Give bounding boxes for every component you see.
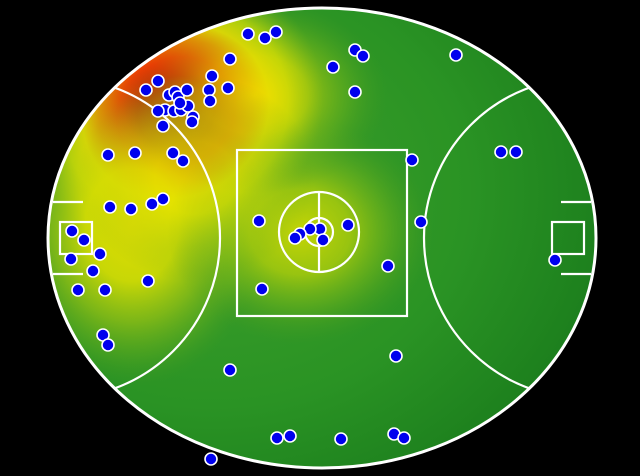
event-dot[interactable] (356, 49, 370, 63)
event-dot[interactable] (124, 202, 138, 216)
event-dot[interactable] (180, 83, 194, 97)
event-dot[interactable] (258, 31, 272, 45)
event-dot[interactable] (203, 94, 217, 108)
event-dot[interactable] (101, 148, 115, 162)
event-dot[interactable] (270, 431, 284, 445)
event-dot[interactable] (381, 259, 395, 273)
event-dot[interactable] (65, 224, 79, 238)
event-dot[interactable] (101, 338, 115, 352)
event-dot[interactable] (223, 52, 237, 66)
event-dot[interactable] (316, 233, 330, 247)
event-dot[interactable] (103, 200, 117, 214)
event-dot[interactable] (221, 81, 235, 95)
field-boundary (46, 6, 598, 470)
event-dot[interactable] (494, 145, 508, 159)
event-dot[interactable] (93, 247, 107, 261)
event-dot[interactable] (255, 282, 269, 296)
center-square (235, 148, 409, 318)
event-dot[interactable] (252, 214, 266, 228)
event-dot[interactable] (414, 215, 428, 229)
event-dot[interactable] (145, 197, 159, 211)
event-dot[interactable] (128, 146, 142, 160)
event-dot[interactable] (269, 25, 283, 39)
event-dot[interactable] (205, 69, 219, 83)
event-dot[interactable] (204, 452, 218, 466)
event-dot[interactable] (288, 231, 302, 245)
event-dot[interactable] (326, 60, 340, 74)
event-dot-layer (64, 25, 562, 466)
heat-blob-link (78, 74, 314, 282)
goal-square-left (58, 220, 94, 256)
event-dot[interactable] (86, 264, 100, 278)
event-dot[interactable] (341, 218, 355, 232)
event-dot[interactable] (397, 431, 411, 445)
event-dot[interactable] (71, 283, 85, 297)
event-dot[interactable] (241, 27, 255, 41)
event-dot[interactable] (156, 192, 170, 206)
event-dot[interactable] (151, 74, 165, 88)
event-dot[interactable] (348, 85, 362, 99)
event-dot[interactable] (405, 153, 419, 167)
event-dot[interactable] (166, 146, 180, 160)
event-dot[interactable] (141, 274, 155, 288)
event-dot[interactable] (98, 283, 112, 297)
event-dot[interactable] (176, 154, 190, 168)
goal-square-right (550, 220, 586, 256)
event-dot[interactable] (202, 83, 216, 97)
event-dot[interactable] (156, 119, 170, 133)
event-dot[interactable] (389, 349, 403, 363)
event-dot[interactable] (223, 363, 237, 377)
event-dot[interactable] (449, 48, 463, 62)
event-dot[interactable] (77, 233, 91, 247)
event-dot[interactable] (151, 104, 165, 118)
event-dot[interactable] (334, 432, 348, 446)
event-dot[interactable] (173, 96, 187, 110)
event-dot[interactable] (509, 145, 523, 159)
event-dot[interactable] (139, 83, 153, 97)
event-dot[interactable] (548, 253, 562, 267)
event-dot[interactable] (64, 252, 78, 266)
event-dot[interactable] (283, 429, 297, 443)
event-dot[interactable] (185, 115, 199, 129)
